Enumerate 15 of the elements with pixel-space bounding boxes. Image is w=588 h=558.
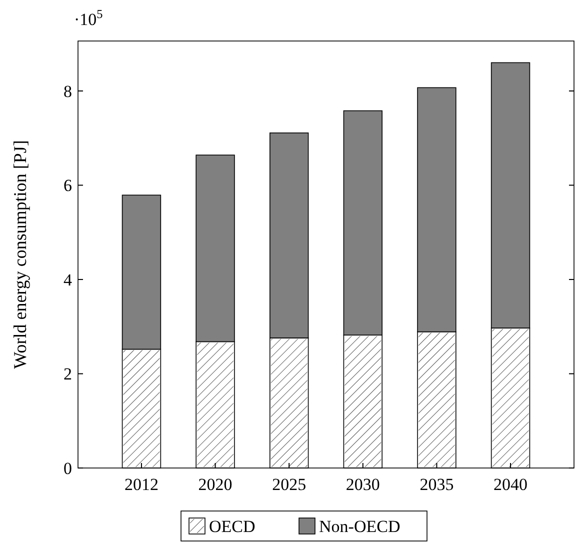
legend-label: OECD <box>209 516 256 536</box>
x-tick-label: 2040 <box>494 475 528 494</box>
x-tick-label: 2025 <box>272 475 306 494</box>
y-tick-label: 8 <box>64 82 72 101</box>
x-tick-label: 2030 <box>346 475 380 494</box>
legend-label: Non-OECD <box>319 516 400 536</box>
y-tick-label: 4 <box>64 270 72 290</box>
y-tick-label: 6 <box>64 176 72 196</box>
y-tick-label: 2 <box>64 364 72 384</box>
x-tick-label: 2020 <box>198 475 232 494</box>
x-tick-label: 2012 <box>124 475 158 494</box>
y-tick-label: 0 <box>64 458 72 478</box>
x-tick-label: 2035 <box>420 475 454 494</box>
y-axis-title: World energy consumption [PJ] <box>10 140 30 369</box>
text: ·10$^{5}$ <box>74 7 103 29</box>
